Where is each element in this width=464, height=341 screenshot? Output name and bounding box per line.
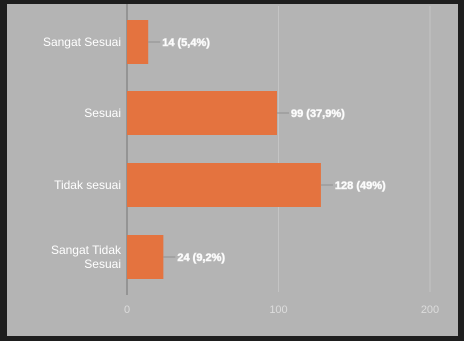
category-label: Sangat Sesuai	[43, 35, 121, 49]
x-tick-label: 200	[421, 304, 439, 316]
category-label-line: Sangat Sesuai	[43, 35, 121, 49]
category-label: Sangat Tidak Sesuai	[51, 243, 122, 271]
data-label: 24 (9,2%)	[177, 252, 225, 264]
data-label: 99 (37,9%)	[291, 108, 345, 120]
category-label-line: Tidak sesuai	[54, 178, 121, 192]
data-label: 128 (49%)	[335, 180, 386, 192]
x-tick-label: 100	[269, 304, 287, 316]
category-label: Sesuai	[84, 106, 121, 120]
x-tick-label: 0	[124, 304, 130, 316]
bar	[127, 20, 149, 64]
category-label-line: Sesuai	[84, 257, 121, 271]
category-label-line: Sesuai	[84, 106, 121, 120]
data-label: 14 (5,4%)	[162, 37, 210, 49]
category-label-line: Sangat Tidak	[51, 243, 122, 257]
bar	[127, 163, 321, 207]
bar	[127, 91, 277, 135]
category-label: Tidak sesuai	[54, 178, 121, 192]
bar	[127, 235, 164, 279]
